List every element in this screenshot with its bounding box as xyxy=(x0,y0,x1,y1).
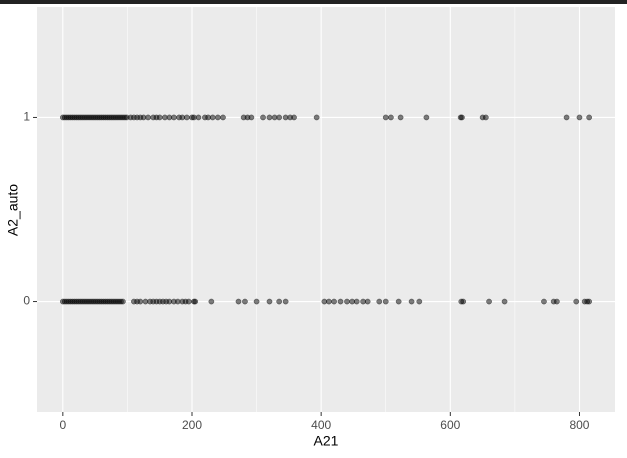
x-tick-label: 600 xyxy=(440,418,460,432)
point xyxy=(353,298,360,305)
point xyxy=(248,114,255,121)
point xyxy=(185,298,192,305)
point xyxy=(145,114,151,121)
point xyxy=(460,298,467,305)
point xyxy=(388,114,394,121)
point xyxy=(554,298,560,305)
points xyxy=(59,114,593,305)
top-border xyxy=(0,0,627,4)
point xyxy=(209,114,216,121)
point xyxy=(459,114,465,121)
point xyxy=(195,114,202,121)
point xyxy=(563,114,570,121)
point xyxy=(501,298,508,305)
point xyxy=(344,298,350,305)
point xyxy=(486,298,492,305)
point xyxy=(208,298,215,305)
point xyxy=(156,114,163,121)
point xyxy=(382,114,389,121)
point xyxy=(276,298,283,305)
point xyxy=(423,114,430,121)
point xyxy=(364,298,371,305)
point xyxy=(253,298,260,305)
x-tick-label: 800 xyxy=(569,418,589,432)
x-tick-label: 0 xyxy=(59,418,66,432)
point xyxy=(408,298,415,305)
panel xyxy=(37,7,615,412)
point xyxy=(266,114,273,121)
x-axis-title: A21 xyxy=(314,433,339,449)
point xyxy=(331,298,337,305)
point xyxy=(266,298,273,305)
point xyxy=(576,114,583,121)
point xyxy=(282,298,289,305)
point xyxy=(183,114,190,121)
point xyxy=(541,298,547,305)
y-tick-label: 0 xyxy=(23,294,30,308)
point xyxy=(235,298,242,305)
point xyxy=(586,114,593,121)
point xyxy=(337,298,344,305)
point xyxy=(120,298,126,305)
point xyxy=(291,114,297,121)
x-tick-label: 400 xyxy=(311,418,331,432)
point xyxy=(171,114,177,121)
point xyxy=(137,298,144,305)
point xyxy=(276,114,283,121)
point xyxy=(482,114,489,121)
point xyxy=(416,298,423,305)
point xyxy=(192,298,199,305)
point xyxy=(326,298,332,305)
y-tick-label: 1 xyxy=(23,110,30,124)
point xyxy=(586,298,593,305)
point xyxy=(397,114,404,121)
point xyxy=(395,298,402,305)
point xyxy=(313,114,320,121)
point xyxy=(260,114,266,121)
x-tick-label: 200 xyxy=(182,418,202,432)
point xyxy=(220,114,226,121)
point xyxy=(214,114,221,121)
point xyxy=(376,298,383,305)
point xyxy=(242,298,248,305)
point xyxy=(382,298,389,305)
point xyxy=(573,298,580,305)
y-axis-title: A2_auto xyxy=(5,184,21,236)
